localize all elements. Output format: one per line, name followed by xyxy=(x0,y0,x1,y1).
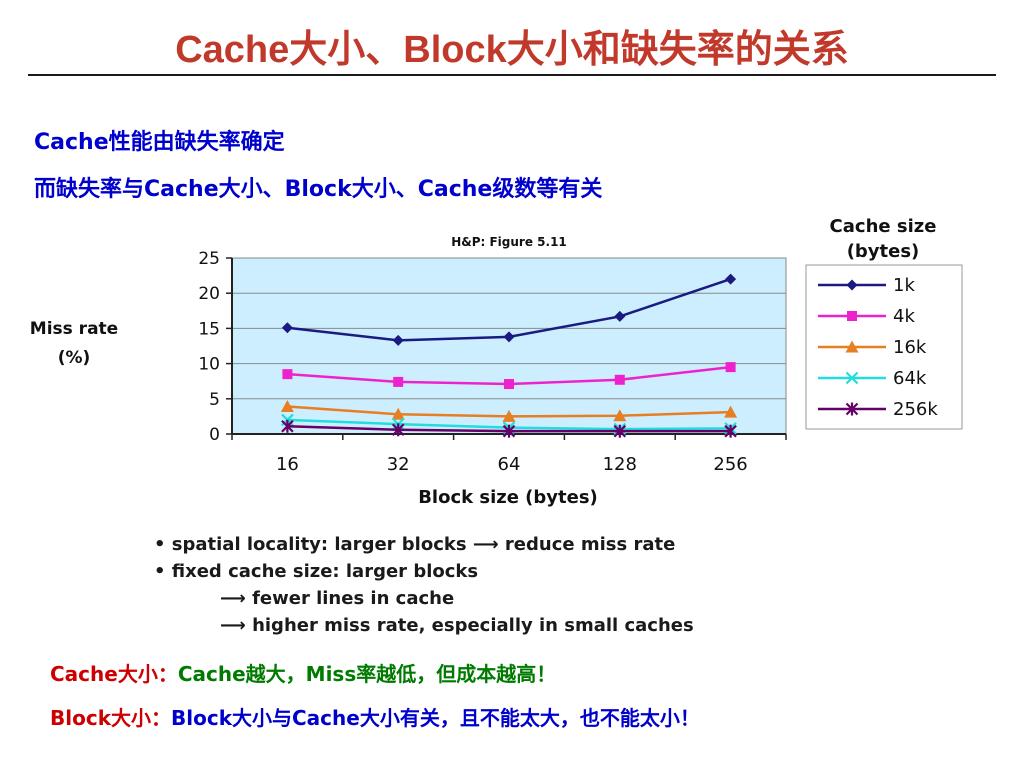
footer-block-text: Block大小与Cache大小有关，且不能太大，也不能太小！ xyxy=(171,706,700,730)
intro-line-2: 而缺失率与Cache大小、Block大小、Cache级数等有关 xyxy=(34,177,603,202)
legend-marker-16k xyxy=(845,340,859,353)
data-point-16k xyxy=(502,409,516,422)
data-point-1k xyxy=(392,334,404,346)
y-axis-label-unit: (%) xyxy=(58,348,91,368)
legend-marker-64k xyxy=(845,371,859,385)
data-point-256k xyxy=(613,424,627,438)
footer-cache-line: Cache大小：Cache越大，Miss率越低，但成本越高！ xyxy=(50,658,556,687)
data-point-16k xyxy=(613,409,627,422)
data-point-4k xyxy=(393,376,404,387)
data-point-256k xyxy=(502,424,516,438)
y-tick-label: 0 xyxy=(209,425,220,445)
legend-label-256k: 256k xyxy=(893,399,938,420)
title-divider xyxy=(28,74,996,76)
data-point-4k xyxy=(614,374,625,385)
legend-label-64k: 64k xyxy=(893,368,927,389)
legend-label-4k: 4k xyxy=(893,306,915,327)
footer-cache-label: Cache大小： xyxy=(50,662,178,686)
footer-cache-text: Cache越大，Miss率越低，但成本越高！ xyxy=(177,662,557,686)
data-point-1k xyxy=(614,310,626,322)
note-line: ⟶ higher miss rate, especially in small … xyxy=(220,615,694,636)
chart-title: H&P: Figure 5.11 xyxy=(451,235,567,249)
slide-title: Cache大小、Block大小和缺失率的关系 xyxy=(175,29,849,71)
x-tick-label: 256 xyxy=(713,454,747,475)
legend-title: Cache size xyxy=(830,216,937,237)
legend-marker-256k xyxy=(845,402,859,416)
x-tick-label: 16 xyxy=(276,454,299,475)
data-point-1k xyxy=(503,331,515,343)
legend-label-16k: 16k xyxy=(893,337,927,358)
note-line: • spatial locality: larger blocks ⟶ redu… xyxy=(154,534,675,555)
data-point-256k xyxy=(724,424,737,438)
y-axis-label: Miss rate xyxy=(30,319,118,339)
legend-marker-1k xyxy=(846,279,858,291)
footer-block-line: Block大小：Block大小与Cache大小有关，且不能太大，也不能太小！ xyxy=(50,702,700,731)
x-tick-label: 64 xyxy=(498,454,521,475)
y-tick-label: 15 xyxy=(198,319,220,339)
x-axis-label: Block size (bytes) xyxy=(418,487,598,508)
data-point-16k xyxy=(280,400,294,413)
intro-line-1: Cache性能由缺失率确定 xyxy=(34,130,285,155)
legend-label-1k: 1k xyxy=(893,275,915,296)
data-point-1k xyxy=(281,322,293,334)
data-point-16k xyxy=(724,405,738,418)
data-point-256k xyxy=(391,423,405,437)
y-tick-label: 20 xyxy=(198,284,220,304)
note-line: ⟶ fewer lines in cache xyxy=(220,588,454,609)
data-point-4k xyxy=(504,379,514,390)
data-point-16k xyxy=(391,407,405,420)
data-point-256k xyxy=(281,419,294,433)
legend-marker-4k xyxy=(847,311,857,321)
y-tick-label: 25 xyxy=(198,249,220,269)
y-tick-label: 5 xyxy=(209,390,220,410)
legend-title-unit: (bytes) xyxy=(847,241,920,262)
data-point-1k xyxy=(725,273,737,285)
y-tick-label: 10 xyxy=(198,355,220,375)
data-point-4k xyxy=(725,362,736,373)
footer-block-label: Block大小： xyxy=(50,706,171,730)
x-tick-label: 32 xyxy=(387,454,410,475)
legend-marker-64k-stroke xyxy=(845,371,859,385)
data-point-4k xyxy=(282,369,293,380)
x-tick-label: 128 xyxy=(603,454,637,475)
note-line: • fixed cache size: larger blocks xyxy=(154,561,478,582)
